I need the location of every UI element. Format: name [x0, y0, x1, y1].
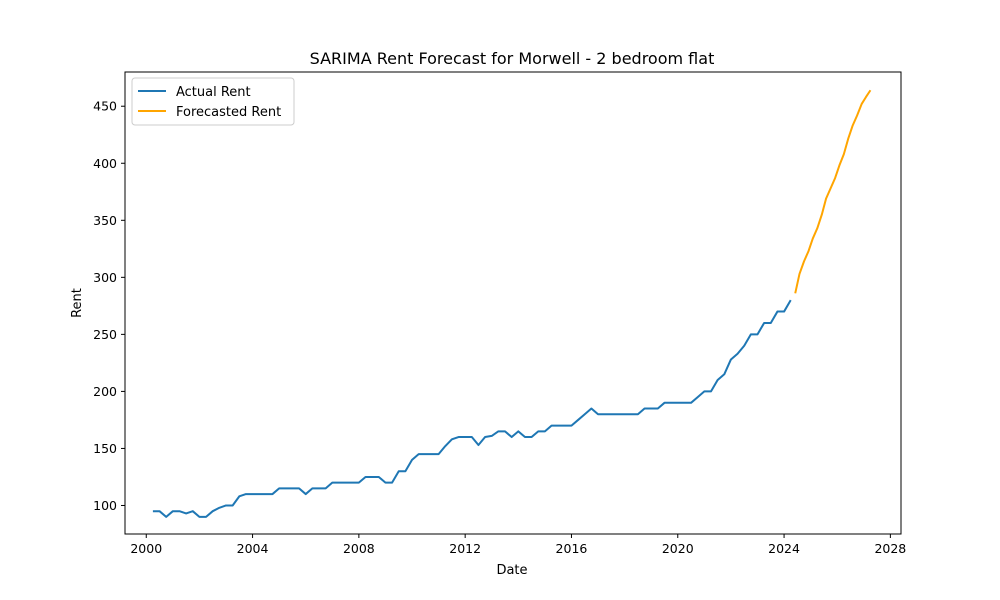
y-axis: 100 150 200 250 300 350 400 450: [93, 99, 125, 513]
y-axis-label: Rent: [70, 288, 85, 318]
x-tick-label: 2008: [343, 541, 375, 556]
legend: Actual Rent Forecasted Rent: [131, 77, 295, 126]
y-tick-label: 450: [93, 99, 117, 114]
x-tick-label: 2004: [237, 541, 269, 556]
x-axis: 2000 2004 2008 2012 2016 2020 2024 2028: [130, 534, 906, 556]
x-tick-label: 2016: [556, 541, 588, 556]
y-tick-label: 250: [93, 327, 117, 342]
series-layer: [152, 89, 872, 518]
plot-area: [124, 71, 902, 535]
legend-box: [131, 77, 295, 126]
y-tick-label: 150: [93, 441, 117, 456]
plot-frame: [124, 71, 902, 535]
actual-rent-line: [152, 299, 792, 518]
y-tick-label: 300: [93, 270, 117, 285]
forecasted-rent-line: [794, 89, 872, 294]
x-tick-label: 2020: [662, 541, 694, 556]
y-tick-label: 400: [93, 156, 117, 171]
y-tick-label: 200: [93, 384, 117, 399]
x-axis-label: Date: [496, 563, 527, 578]
x-tick-label: 2024: [768, 541, 800, 556]
y-tick-label: 100: [93, 498, 117, 513]
legend-label-actual: Actual Rent: [176, 85, 251, 100]
x-tick-label: 2012: [449, 541, 481, 556]
y-tick-label: 350: [93, 213, 117, 228]
legend-label-forecast: Forecasted Rent: [176, 105, 281, 120]
x-tick-label: 2000: [130, 541, 162, 556]
chart-title: SARIMA Rent Forecast for Morwell - 2 bed…: [310, 49, 715, 68]
x-tick-label: 2028: [874, 541, 906, 556]
